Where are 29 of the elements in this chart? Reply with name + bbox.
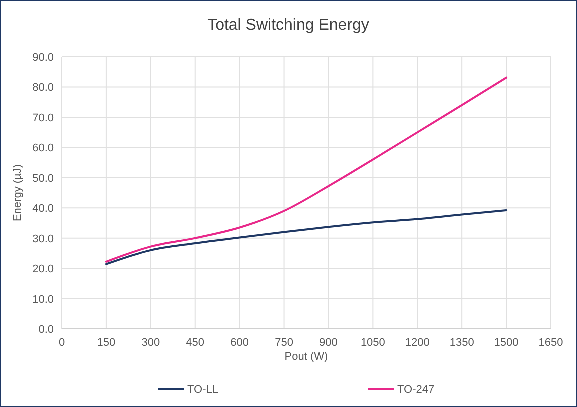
chart-title: Total Switching Energy <box>208 17 370 34</box>
x-tick-label: 1500 <box>494 337 519 349</box>
y-tick-label: 0.0 <box>38 324 54 336</box>
y-tick-label: 70.0 <box>32 112 54 124</box>
x-tick-label: 750 <box>275 337 294 349</box>
y-tick-label: 50.0 <box>32 172 54 185</box>
x-tick-label: 1200 <box>405 337 430 349</box>
line-series <box>105 210 508 266</box>
y-tick-label: 60.0 <box>32 142 54 155</box>
y-tick-label: 30.0 <box>32 233 54 246</box>
x-tick-label: 450 <box>186 337 205 349</box>
x-tick-label: 1050 <box>360 337 386 349</box>
legend-label: TO-247 <box>398 384 435 396</box>
y-axis-title: Energy (µJ) <box>12 164 24 222</box>
y-tick-label: 20.0 <box>32 264 54 276</box>
x-tick-label: 900 <box>320 337 338 349</box>
x-tick-label: 0 <box>58 337 66 349</box>
y-tick-label: 10.0 <box>32 294 54 306</box>
x-tick-label: 1350 <box>450 337 474 349</box>
y-tick-label: 40.0 <box>32 203 54 216</box>
y-tick-label: 90.0 <box>32 52 54 64</box>
y-tick-label: 80.0 <box>32 82 54 94</box>
x-tick-label: 300 <box>142 337 160 349</box>
x-tick-label: 1650 <box>538 337 564 349</box>
x-tick-label: 600 <box>230 337 249 349</box>
x-axis-title: Pout (W) <box>284 351 328 363</box>
legend-label: TO-LL <box>188 384 218 396</box>
x-tick-label: 150 <box>97 337 116 349</box>
line-series <box>105 76 508 263</box>
